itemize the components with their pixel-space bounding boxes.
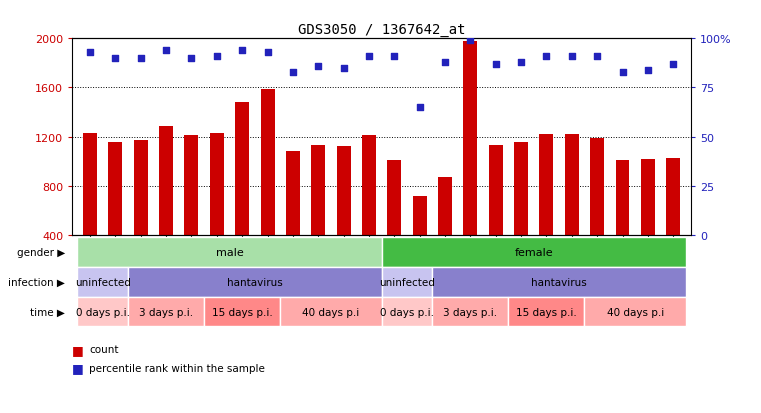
Point bbox=[667, 62, 680, 68]
Text: count: count bbox=[89, 344, 119, 354]
Bar bbox=[184, 136, 199, 285]
Bar bbox=[362, 136, 376, 285]
Bar bbox=[78, 237, 382, 267]
Point bbox=[565, 54, 578, 60]
Point bbox=[186, 55, 198, 62]
Point bbox=[489, 62, 501, 68]
Bar bbox=[565, 135, 579, 285]
Text: hantavirus: hantavirus bbox=[227, 277, 283, 287]
Bar bbox=[336, 147, 351, 285]
Point bbox=[262, 50, 274, 56]
Bar bbox=[235, 103, 249, 285]
Bar bbox=[382, 267, 432, 297]
Text: gender ▶: gender ▶ bbox=[17, 247, 65, 257]
Bar bbox=[432, 267, 686, 297]
Bar bbox=[641, 159, 655, 285]
Text: ■: ■ bbox=[72, 361, 84, 375]
Bar bbox=[508, 297, 584, 327]
Bar bbox=[387, 161, 401, 285]
Bar bbox=[78, 297, 128, 327]
Bar bbox=[260, 90, 275, 285]
Bar bbox=[489, 146, 503, 285]
Bar bbox=[382, 297, 432, 327]
Text: 0 days p.i.: 0 days p.i. bbox=[76, 307, 129, 317]
Bar bbox=[382, 237, 686, 267]
Title: GDS3050 / 1367642_at: GDS3050 / 1367642_at bbox=[298, 23, 466, 37]
Bar bbox=[463, 42, 477, 285]
Bar bbox=[210, 134, 224, 285]
Bar bbox=[78, 267, 128, 297]
Point bbox=[338, 65, 350, 72]
Point bbox=[160, 47, 172, 54]
Text: female: female bbox=[514, 247, 553, 257]
Bar bbox=[108, 142, 123, 285]
Point bbox=[363, 54, 375, 60]
Point bbox=[110, 55, 122, 62]
Point bbox=[388, 54, 400, 60]
Text: 3 days p.i.: 3 days p.i. bbox=[139, 307, 193, 317]
Point bbox=[84, 50, 96, 56]
Bar bbox=[438, 178, 452, 285]
Point bbox=[464, 38, 476, 45]
Text: male: male bbox=[215, 247, 244, 257]
Bar bbox=[286, 152, 300, 285]
Point bbox=[616, 69, 629, 76]
Point bbox=[642, 67, 654, 74]
Bar bbox=[432, 297, 508, 327]
Bar bbox=[159, 126, 173, 285]
Bar bbox=[83, 134, 97, 285]
Point bbox=[591, 54, 603, 60]
Text: 3 days p.i.: 3 days p.i. bbox=[444, 307, 498, 317]
Point bbox=[439, 59, 451, 66]
Text: 40 days p.i: 40 days p.i bbox=[607, 307, 664, 317]
Text: percentile rank within the sample: percentile rank within the sample bbox=[89, 363, 265, 373]
Text: 15 days p.i.: 15 days p.i. bbox=[212, 307, 272, 317]
Point bbox=[540, 54, 552, 60]
Bar bbox=[616, 161, 629, 285]
Bar bbox=[128, 297, 204, 327]
Bar bbox=[128, 267, 382, 297]
Bar bbox=[412, 196, 427, 285]
Bar bbox=[584, 297, 686, 327]
Bar bbox=[134, 141, 148, 285]
Text: 0 days p.i.: 0 days p.i. bbox=[380, 307, 434, 317]
Point bbox=[312, 63, 324, 70]
Point bbox=[236, 47, 248, 54]
Text: uninfected: uninfected bbox=[379, 277, 435, 287]
Text: time ▶: time ▶ bbox=[30, 307, 65, 317]
Point bbox=[211, 54, 223, 60]
Text: 40 days p.i: 40 days p.i bbox=[302, 307, 359, 317]
Point bbox=[413, 104, 425, 111]
Bar bbox=[540, 135, 553, 285]
Bar bbox=[280, 297, 382, 327]
Text: ■: ■ bbox=[72, 343, 84, 356]
Text: 15 days p.i.: 15 days p.i. bbox=[516, 307, 577, 317]
Bar bbox=[204, 297, 280, 327]
Point bbox=[287, 69, 299, 76]
Bar bbox=[311, 146, 325, 285]
Bar bbox=[667, 158, 680, 285]
Text: hantavirus: hantavirus bbox=[531, 277, 587, 287]
Bar bbox=[591, 138, 604, 285]
Point bbox=[515, 59, 527, 66]
Point bbox=[135, 55, 147, 62]
Text: uninfected: uninfected bbox=[75, 277, 131, 287]
Text: infection ▶: infection ▶ bbox=[8, 277, 65, 287]
Bar bbox=[514, 142, 528, 285]
